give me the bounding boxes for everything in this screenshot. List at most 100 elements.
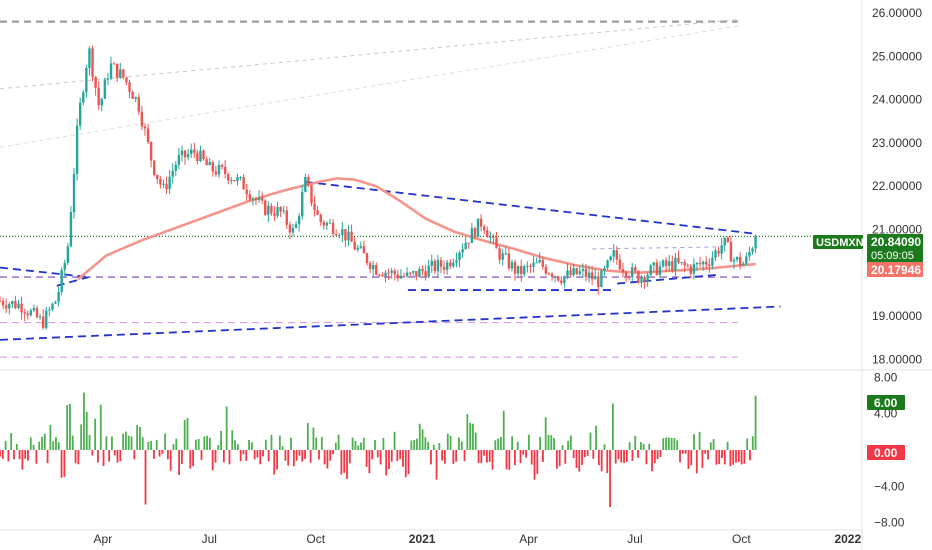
candle-body bbox=[149, 141, 153, 161]
histogram-bar bbox=[491, 450, 494, 470]
candle-body bbox=[405, 272, 409, 277]
histogram-bar bbox=[69, 404, 71, 450]
histogram-bar bbox=[284, 450, 287, 461]
candle-body bbox=[338, 235, 341, 237]
histogram-bar bbox=[707, 450, 709, 460]
price-tick-label: 21.00000 bbox=[872, 222, 922, 236]
candle-body bbox=[399, 275, 403, 279]
candle-body bbox=[600, 270, 603, 287]
candle-body bbox=[322, 221, 326, 226]
time-tick-label: 2021 bbox=[409, 532, 436, 546]
candle-body bbox=[106, 78, 110, 80]
histogram-bar bbox=[83, 392, 85, 450]
histogram-bar bbox=[564, 450, 567, 464]
candle-body bbox=[677, 257, 680, 263]
time-tick-label: Oct bbox=[306, 532, 325, 546]
candle-body bbox=[581, 268, 585, 272]
histogram-bar bbox=[424, 437, 427, 450]
candle-body bbox=[557, 276, 560, 281]
histogram-bar bbox=[474, 432, 477, 450]
histogram-bar bbox=[220, 430, 222, 450]
histogram-bar bbox=[751, 436, 754, 450]
histogram-bar bbox=[472, 423, 474, 450]
candle-body bbox=[501, 253, 504, 260]
histogram-bar bbox=[743, 450, 746, 464]
histogram-bar bbox=[508, 450, 511, 470]
histogram-bar bbox=[354, 441, 357, 450]
histogram-bar bbox=[211, 450, 214, 471]
histogram-bar bbox=[441, 450, 444, 461]
histogram-bar bbox=[77, 450, 80, 465]
histogram-bar bbox=[567, 440, 569, 450]
histogram-bar bbox=[376, 450, 379, 458]
candle-body bbox=[171, 170, 174, 177]
time-tick-label: Jul bbox=[627, 532, 642, 546]
candle-body bbox=[165, 183, 168, 190]
histogram-bar bbox=[323, 450, 326, 465]
candle-body bbox=[242, 177, 245, 190]
histogram-bar bbox=[662, 438, 665, 450]
candle-body bbox=[541, 260, 544, 267]
histogram-bar bbox=[670, 437, 673, 450]
candle-body bbox=[60, 269, 63, 292]
histogram-bar bbox=[656, 450, 659, 460]
candle-body bbox=[57, 291, 60, 302]
candle-body bbox=[637, 271, 640, 283]
candle-body bbox=[695, 262, 699, 265]
histogram-bar bbox=[94, 418, 97, 450]
histogram-bar bbox=[234, 440, 236, 450]
candle-body bbox=[634, 267, 637, 272]
candle-body bbox=[4, 305, 8, 309]
candle-body bbox=[594, 276, 597, 280]
histogram-pane bbox=[0, 392, 757, 508]
histogram-bar bbox=[102, 450, 105, 467]
candle-body bbox=[621, 269, 625, 273]
histogram-bar bbox=[248, 439, 250, 450]
candle-body bbox=[344, 229, 347, 241]
histogram-bar bbox=[214, 450, 217, 463]
histogram-bar bbox=[197, 439, 200, 450]
histogram-bar bbox=[167, 450, 169, 460]
histogram-bar bbox=[709, 442, 712, 450]
histogram-bar bbox=[306, 422, 309, 450]
histogram-bar bbox=[236, 444, 239, 450]
histogram-bar bbox=[346, 450, 348, 479]
histogram-bar bbox=[525, 450, 528, 458]
histogram-bar bbox=[111, 436, 113, 450]
histogram-bar bbox=[528, 434, 530, 450]
histogram-bar bbox=[617, 450, 620, 460]
histogram-bar bbox=[555, 450, 558, 469]
candle-body bbox=[75, 125, 79, 174]
histogram-tick-label: −4.00 bbox=[874, 479, 905, 493]
histogram-bar bbox=[153, 450, 155, 459]
histogram-bar bbox=[264, 439, 267, 450]
histogram-bar bbox=[681, 450, 684, 454]
histogram-bar bbox=[357, 445, 360, 450]
candle-body bbox=[103, 79, 107, 99]
candle-body bbox=[680, 262, 683, 264]
histogram-bar bbox=[35, 450, 38, 464]
candle-body bbox=[371, 265, 375, 270]
candle-body bbox=[38, 316, 42, 318]
histogram-bar bbox=[698, 431, 701, 450]
candle-body bbox=[396, 274, 400, 279]
candle-body bbox=[661, 260, 665, 267]
candle-body bbox=[78, 102, 82, 126]
histogram-bar bbox=[368, 450, 371, 474]
histogram-bar bbox=[645, 450, 648, 465]
candle-body bbox=[254, 198, 258, 200]
histogram-bar bbox=[217, 445, 220, 450]
histogram-bar bbox=[385, 450, 388, 476]
histogram-bar bbox=[27, 450, 29, 461]
candle-body bbox=[288, 224, 292, 233]
histogram-bar bbox=[488, 450, 491, 462]
candle-body bbox=[239, 177, 242, 179]
candle-body bbox=[365, 253, 369, 264]
histogram-bar bbox=[343, 450, 346, 473]
histogram-bar bbox=[180, 450, 183, 464]
histogram-bar bbox=[410, 440, 413, 450]
candle-body bbox=[223, 166, 227, 174]
histogram-bar bbox=[430, 450, 432, 465]
candle-body bbox=[362, 246, 366, 254]
